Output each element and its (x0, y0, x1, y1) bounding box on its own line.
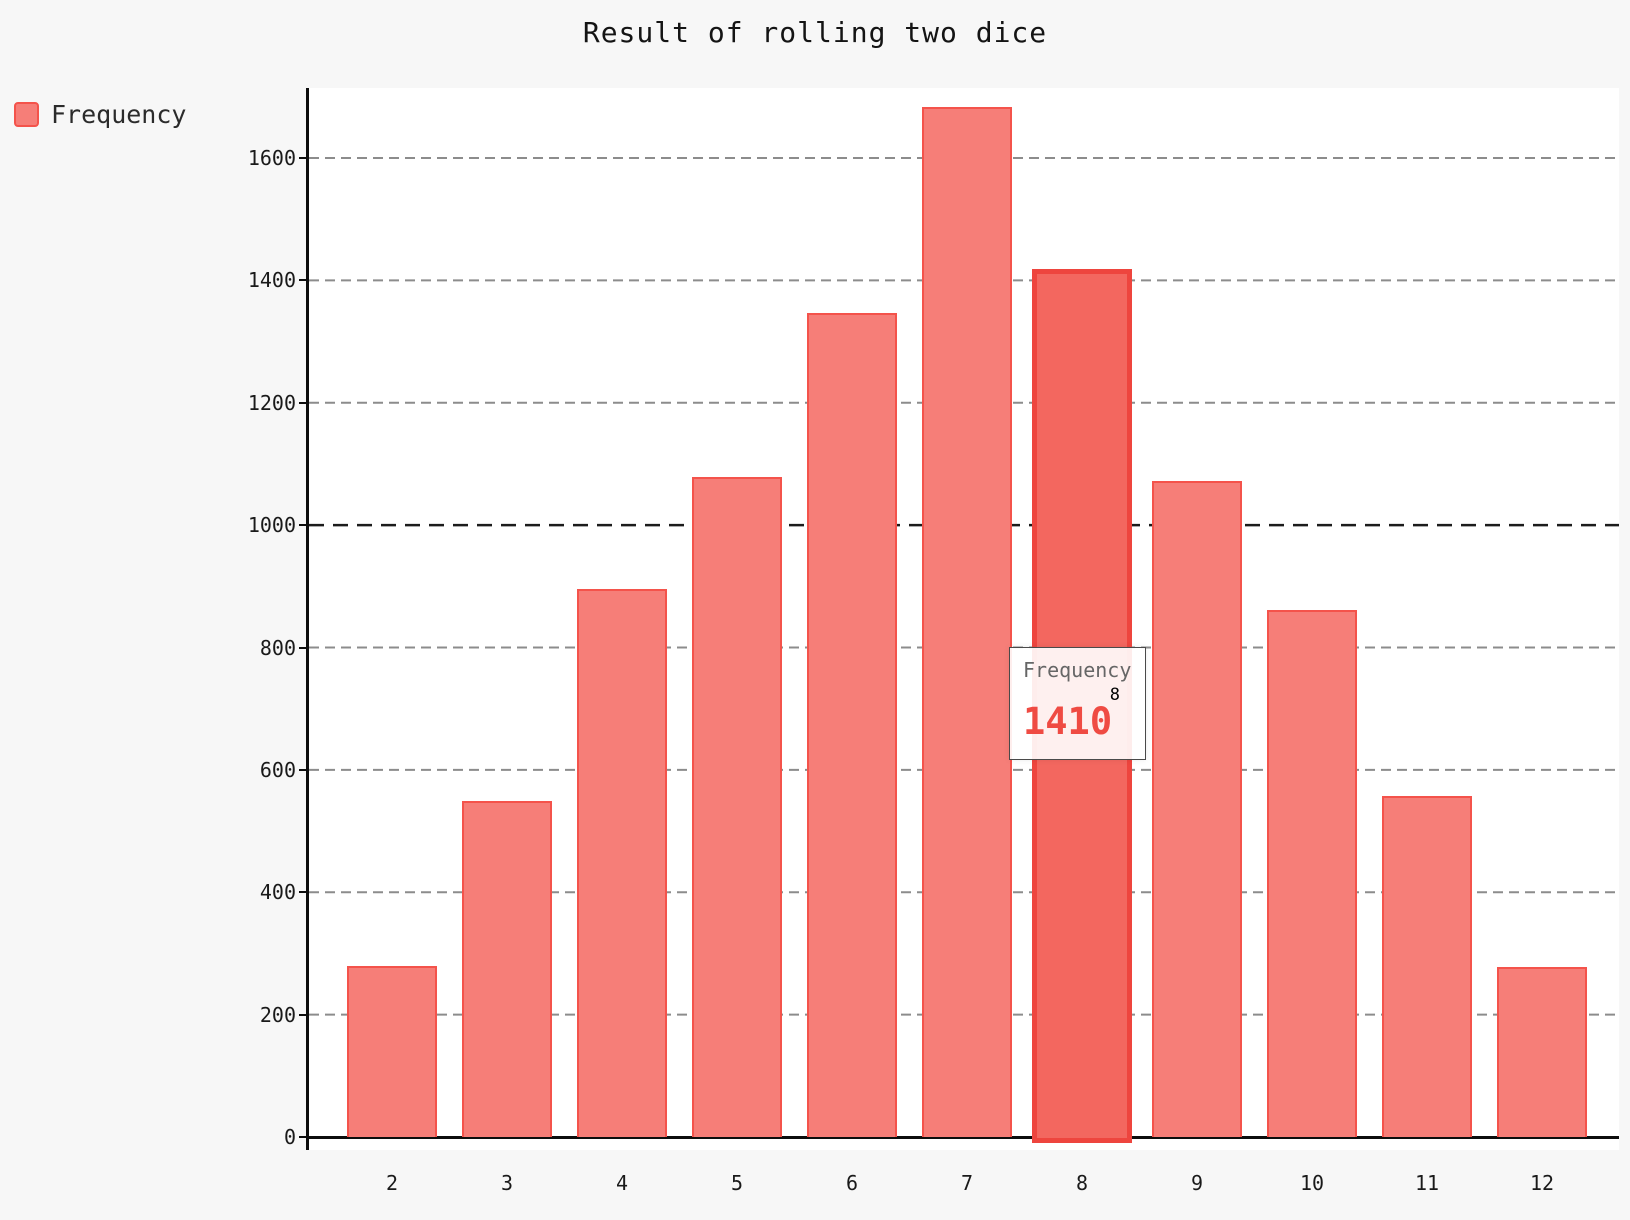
y-tick-label: 800 (259, 635, 296, 660)
y-tick-mark (299, 1013, 307, 1016)
y-tick-label: 1000 (247, 513, 296, 538)
y-tick-mark (299, 401, 307, 404)
bar-6[interactable] (807, 312, 897, 1137)
x-tick-label-12: 12 (1529, 1171, 1555, 1195)
bar-5[interactable] (692, 476, 782, 1137)
legend-swatch-icon (14, 102, 39, 127)
x-tick-label-9: 9 (1190, 1171, 1204, 1195)
y-tick-label: 600 (259, 757, 296, 782)
bar-9[interactable] (1152, 481, 1242, 1137)
tooltip-series-label: Frequency (1023, 658, 1132, 682)
y-tick-label: 1400 (247, 268, 296, 293)
x-tick-label-3: 3 (500, 1171, 514, 1195)
tooltip: Frequency 8 1410 (1009, 647, 1146, 760)
bar-4[interactable] (577, 588, 667, 1137)
y-axis-line (306, 88, 309, 1150)
x-tick-label-10: 10 (1299, 1171, 1325, 1195)
chart-title: Result of rolling two dice (582, 16, 1048, 49)
bar-7[interactable] (922, 107, 1012, 1137)
y-tick-label: 1600 (247, 146, 296, 170)
x-tick-label-6: 6 (845, 1171, 859, 1195)
tooltip-category: 8 (1109, 685, 1120, 705)
y-tick-mark (299, 891, 307, 894)
y-tick-mark (299, 768, 307, 771)
legend-label: Frequency (51, 100, 187, 129)
y-tick-label: 0 (283, 1125, 296, 1149)
x-tick-label-7: 7 (960, 1171, 974, 1195)
x-axis-line (306, 1136, 1619, 1139)
x-tick-label-11: 11 (1414, 1171, 1440, 1195)
bar-3[interactable] (462, 801, 552, 1137)
y-tick-label: 400 (259, 880, 296, 905)
bar-12[interactable] (1497, 966, 1587, 1137)
y-tick-label: 1200 (247, 390, 296, 415)
y-tick-label: 200 (259, 1002, 296, 1027)
x-tick-label-4: 4 (615, 1171, 629, 1195)
bar-11[interactable] (1382, 796, 1472, 1137)
bar-10[interactable] (1267, 610, 1357, 1137)
y-tick-mark (299, 1136, 307, 1138)
y-tick-mark (299, 157, 307, 159)
y-tick-mark (299, 279, 307, 282)
y-tick-mark (299, 524, 307, 527)
x-tick-label-8: 8 (1075, 1171, 1089, 1195)
legend-item-frequency[interactable]: Frequency (14, 100, 186, 129)
x-tick-label-2: 2 (385, 1171, 399, 1195)
y-tick-mark (299, 646, 307, 649)
x-tick-label-5: 5 (730, 1171, 744, 1195)
bar-2[interactable] (347, 965, 437, 1137)
tooltip-value: 1410 (1023, 700, 1113, 743)
